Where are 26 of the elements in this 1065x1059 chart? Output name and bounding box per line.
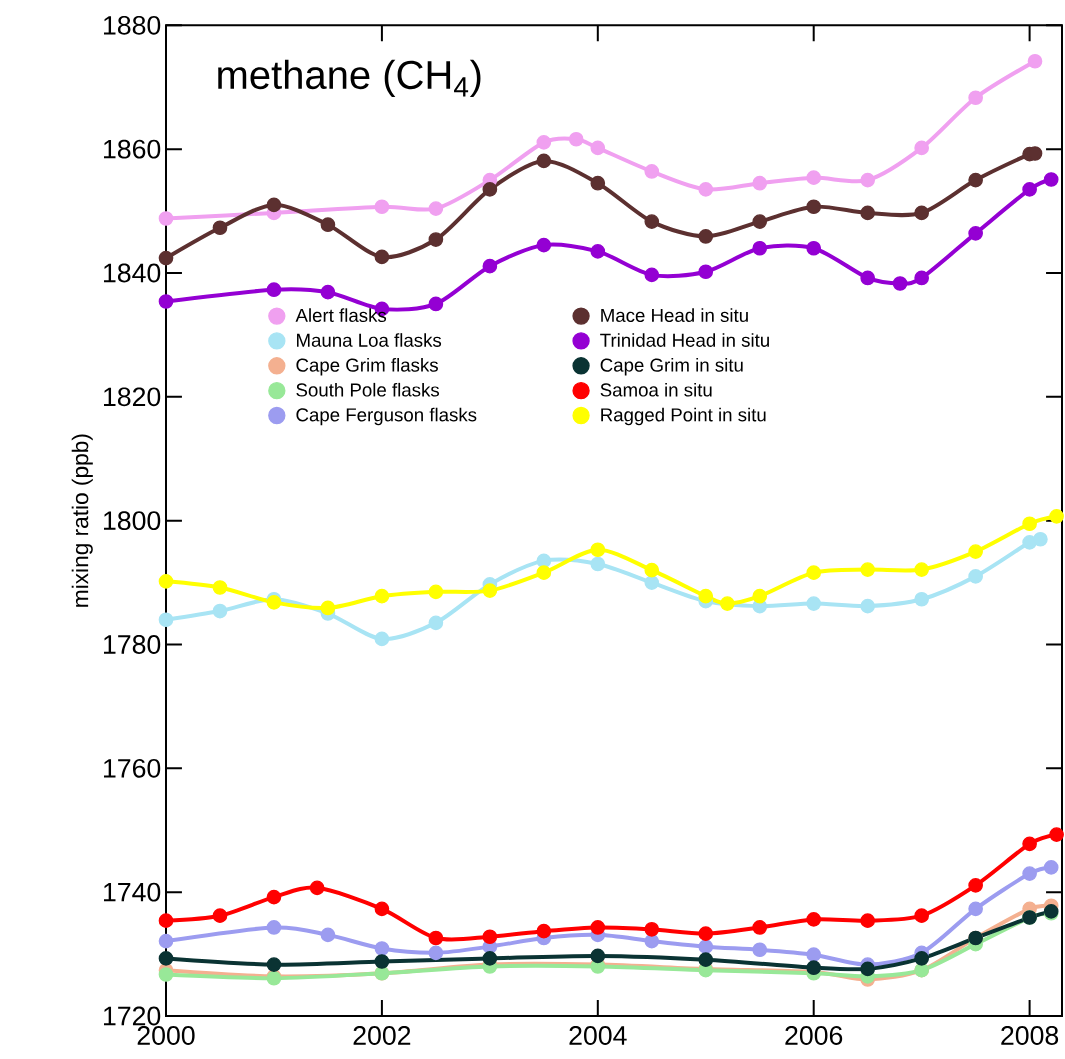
y-tick-label: 1860: [104, 139, 161, 159]
y-tick-label: 1800: [104, 511, 161, 531]
x-tick-label: 2000: [137, 1026, 195, 1045]
text: methane (CH$_{4}$): [218, 59, 481, 98]
legend-label: Alert flasks: [295, 308, 387, 323]
legend-label: Cape Grim flasks: [296, 358, 438, 376]
y-tick-label: 1720: [104, 1006, 161, 1026]
legend-label: Mace Head in situ: [601, 308, 748, 323]
x-tick-label: 2006: [785, 1026, 843, 1045]
x-tick-label: 2004: [569, 1026, 627, 1045]
y-tick-label: 1840: [104, 263, 161, 283]
legend-label: Cape Grim in situ: [600, 358, 743, 376]
legend-label: Samoa in situ: [600, 382, 712, 397]
y-axis-title: mixing ratio (ppb): [71, 434, 93, 607]
y-tick-label: 1820: [104, 387, 161, 407]
legend-label: South Pole flasks: [296, 382, 440, 397]
y-tick-label: 1780: [104, 635, 161, 654]
x-tick-label: 2002: [353, 1026, 411, 1045]
legend-label: Ragged Point in situ: [601, 407, 766, 426]
x-tick-label: 2008: [1001, 1026, 1059, 1045]
legend-label: Cape Ferguson flasks: [296, 407, 477, 426]
y-tick-label: 1880: [104, 15, 161, 35]
y-tick-label: 1740: [104, 882, 161, 902]
y-tick-label: 1760: [104, 758, 161, 778]
legend-label: Trinidad Head in situ: [600, 333, 769, 347]
legend-label: Mauna Loa flasks: [297, 333, 442, 347]
